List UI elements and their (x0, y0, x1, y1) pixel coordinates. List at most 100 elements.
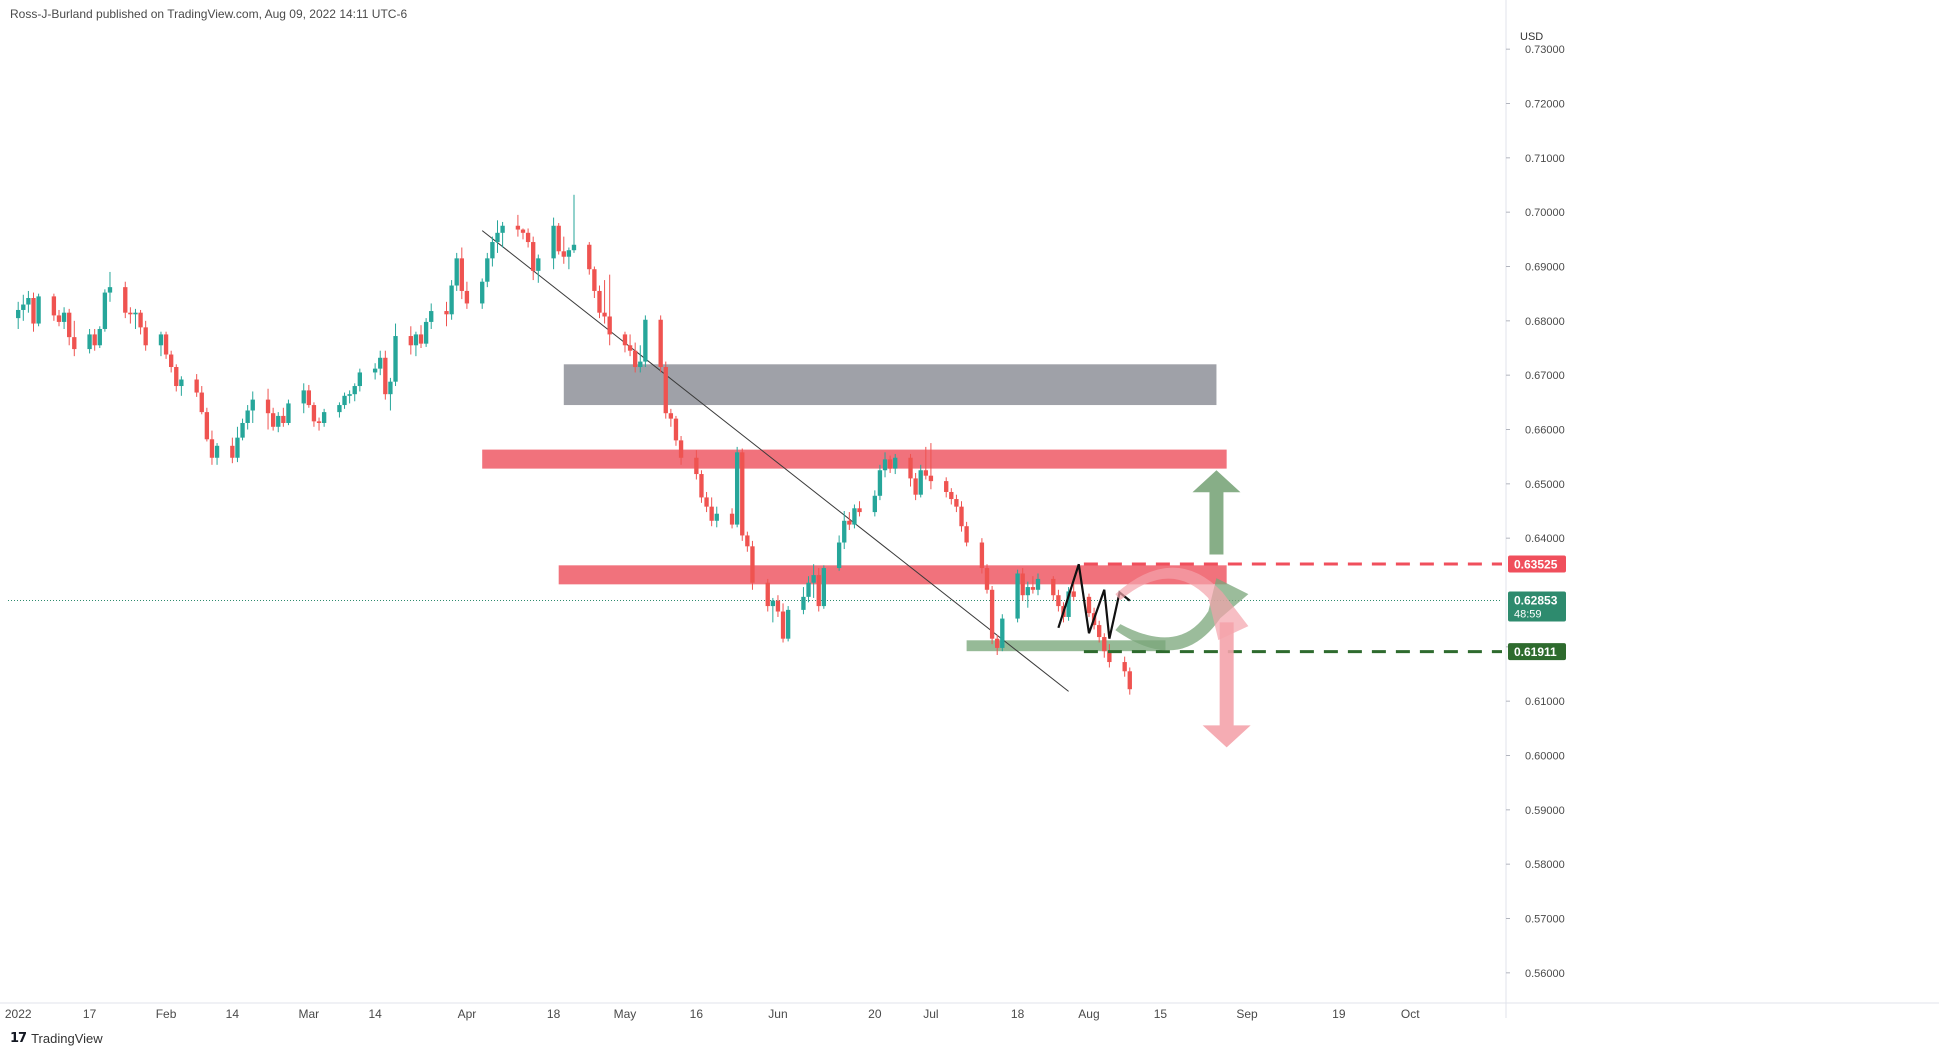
y-tick-label: 0.58000 (1525, 859, 1565, 871)
candle-up (87, 334, 92, 350)
lower-resistance-zone (558, 565, 1227, 585)
x-tick-label: 18 (547, 1007, 561, 1021)
candle-down (515, 225, 521, 230)
bar-countdown-label: 48:59 (1514, 608, 1542, 620)
last-price-price-label-bg (1508, 591, 1566, 622)
support-price-label-bg (1508, 643, 1566, 661)
upper-resistance-zone (482, 449, 1227, 469)
candle-up (342, 395, 347, 406)
candle-up (301, 390, 306, 404)
candle-down (887, 459, 893, 469)
candle-down (658, 319, 663, 368)
y-tick-label: 0.66000 (1525, 425, 1565, 437)
candle-up (1015, 573, 1020, 619)
x-tick-label: 18 (1011, 1007, 1025, 1021)
candle-down (816, 575, 821, 607)
candle-up (1035, 578, 1041, 590)
last-price-price-label: 0.62853 (1514, 593, 1558, 607)
candle-up (495, 232, 500, 243)
candle-down (418, 334, 424, 344)
tradingview-logo[interactable]: 17 TradingView (10, 1031, 103, 1046)
candle-down (587, 244, 592, 270)
y-tick-label: 0.73000 (1525, 44, 1565, 56)
candle-down (597, 290, 602, 313)
candle-up (179, 379, 184, 387)
y-tick-label: 0.56000 (1525, 968, 1565, 980)
x-tick-label: Jul (923, 1007, 938, 1021)
candle-down (729, 513, 735, 525)
candle-up (214, 445, 220, 458)
candle-down (316, 421, 322, 423)
candle-down (995, 638, 1000, 648)
candle-down (1086, 596, 1092, 614)
candle-up (449, 285, 454, 315)
candle-up (102, 292, 108, 329)
candle-down (51, 296, 57, 316)
candle-up (877, 470, 883, 496)
candle-up (1000, 618, 1005, 648)
support-price-label: 0.61911 (1514, 645, 1557, 659)
bearish-arrow (1202, 622, 1251, 748)
candle-down (199, 392, 204, 413)
tradingview-brand-name: TradingView (31, 1031, 103, 1046)
y-tick-label: 0.71000 (1525, 153, 1565, 165)
candle-up (551, 225, 556, 259)
candle-down (383, 357, 388, 395)
candle-up (1066, 591, 1071, 617)
candle-down (663, 367, 668, 414)
candle-down (123, 287, 128, 313)
candle-down (204, 412, 210, 440)
candle-up (882, 459, 888, 471)
candle-up (852, 508, 857, 525)
candle-down (1127, 671, 1132, 690)
candle-up (347, 394, 352, 396)
candle-up (918, 470, 923, 495)
x-tick-label: Mar (299, 1007, 320, 1021)
candle-down (1056, 595, 1061, 607)
candle-down (592, 269, 597, 291)
candle-down (31, 298, 36, 324)
candle-down (1107, 651, 1112, 663)
candle-down (1097, 625, 1102, 638)
candle-up (36, 296, 41, 324)
x-tick-label: Sep (1236, 1007, 1258, 1021)
candle-up (16, 309, 21, 319)
resistance-price-label-bg (1508, 555, 1566, 573)
x-tick-label: Aug (1078, 1007, 1099, 1021)
trend-layer (8, 230, 1502, 692)
x-tick-label: May (614, 1007, 637, 1021)
candle-up (571, 244, 577, 251)
publisher-info: Ross-J-Burland published on TradingView.… (10, 7, 408, 21)
candle-up (378, 357, 383, 369)
candle-down (745, 535, 750, 547)
y-tick-label: 0.72000 (1525, 99, 1565, 111)
y-tick-label: 0.65000 (1525, 479, 1565, 491)
candle-down (668, 413, 674, 419)
candle-up (235, 437, 240, 458)
candle-down (780, 611, 786, 639)
candle-up (480, 281, 485, 304)
candle-up (26, 298, 31, 305)
y-tick-label: 0.70000 (1525, 207, 1565, 219)
x-tick-label: 14 (368, 1007, 382, 1021)
candle-up (286, 403, 291, 423)
candles-layer (16, 194, 1132, 695)
candle-up (321, 412, 327, 423)
candle-down (913, 478, 918, 495)
y-tick-label: 0.69000 (1525, 262, 1565, 274)
candle-up (429, 311, 434, 322)
candle-up (413, 334, 419, 346)
candle-up (785, 609, 791, 639)
candle-down (174, 367, 179, 387)
candle-down (622, 334, 628, 346)
candle-down (1051, 578, 1056, 596)
candle-down (163, 334, 169, 355)
candle-down (775, 600, 781, 612)
candle-down (72, 337, 77, 350)
candle-up (842, 520, 847, 543)
candle-up (536, 258, 541, 271)
x-tick-label: 2022 (5, 1007, 32, 1021)
candle-up (337, 405, 342, 413)
candle-down (949, 491, 954, 500)
